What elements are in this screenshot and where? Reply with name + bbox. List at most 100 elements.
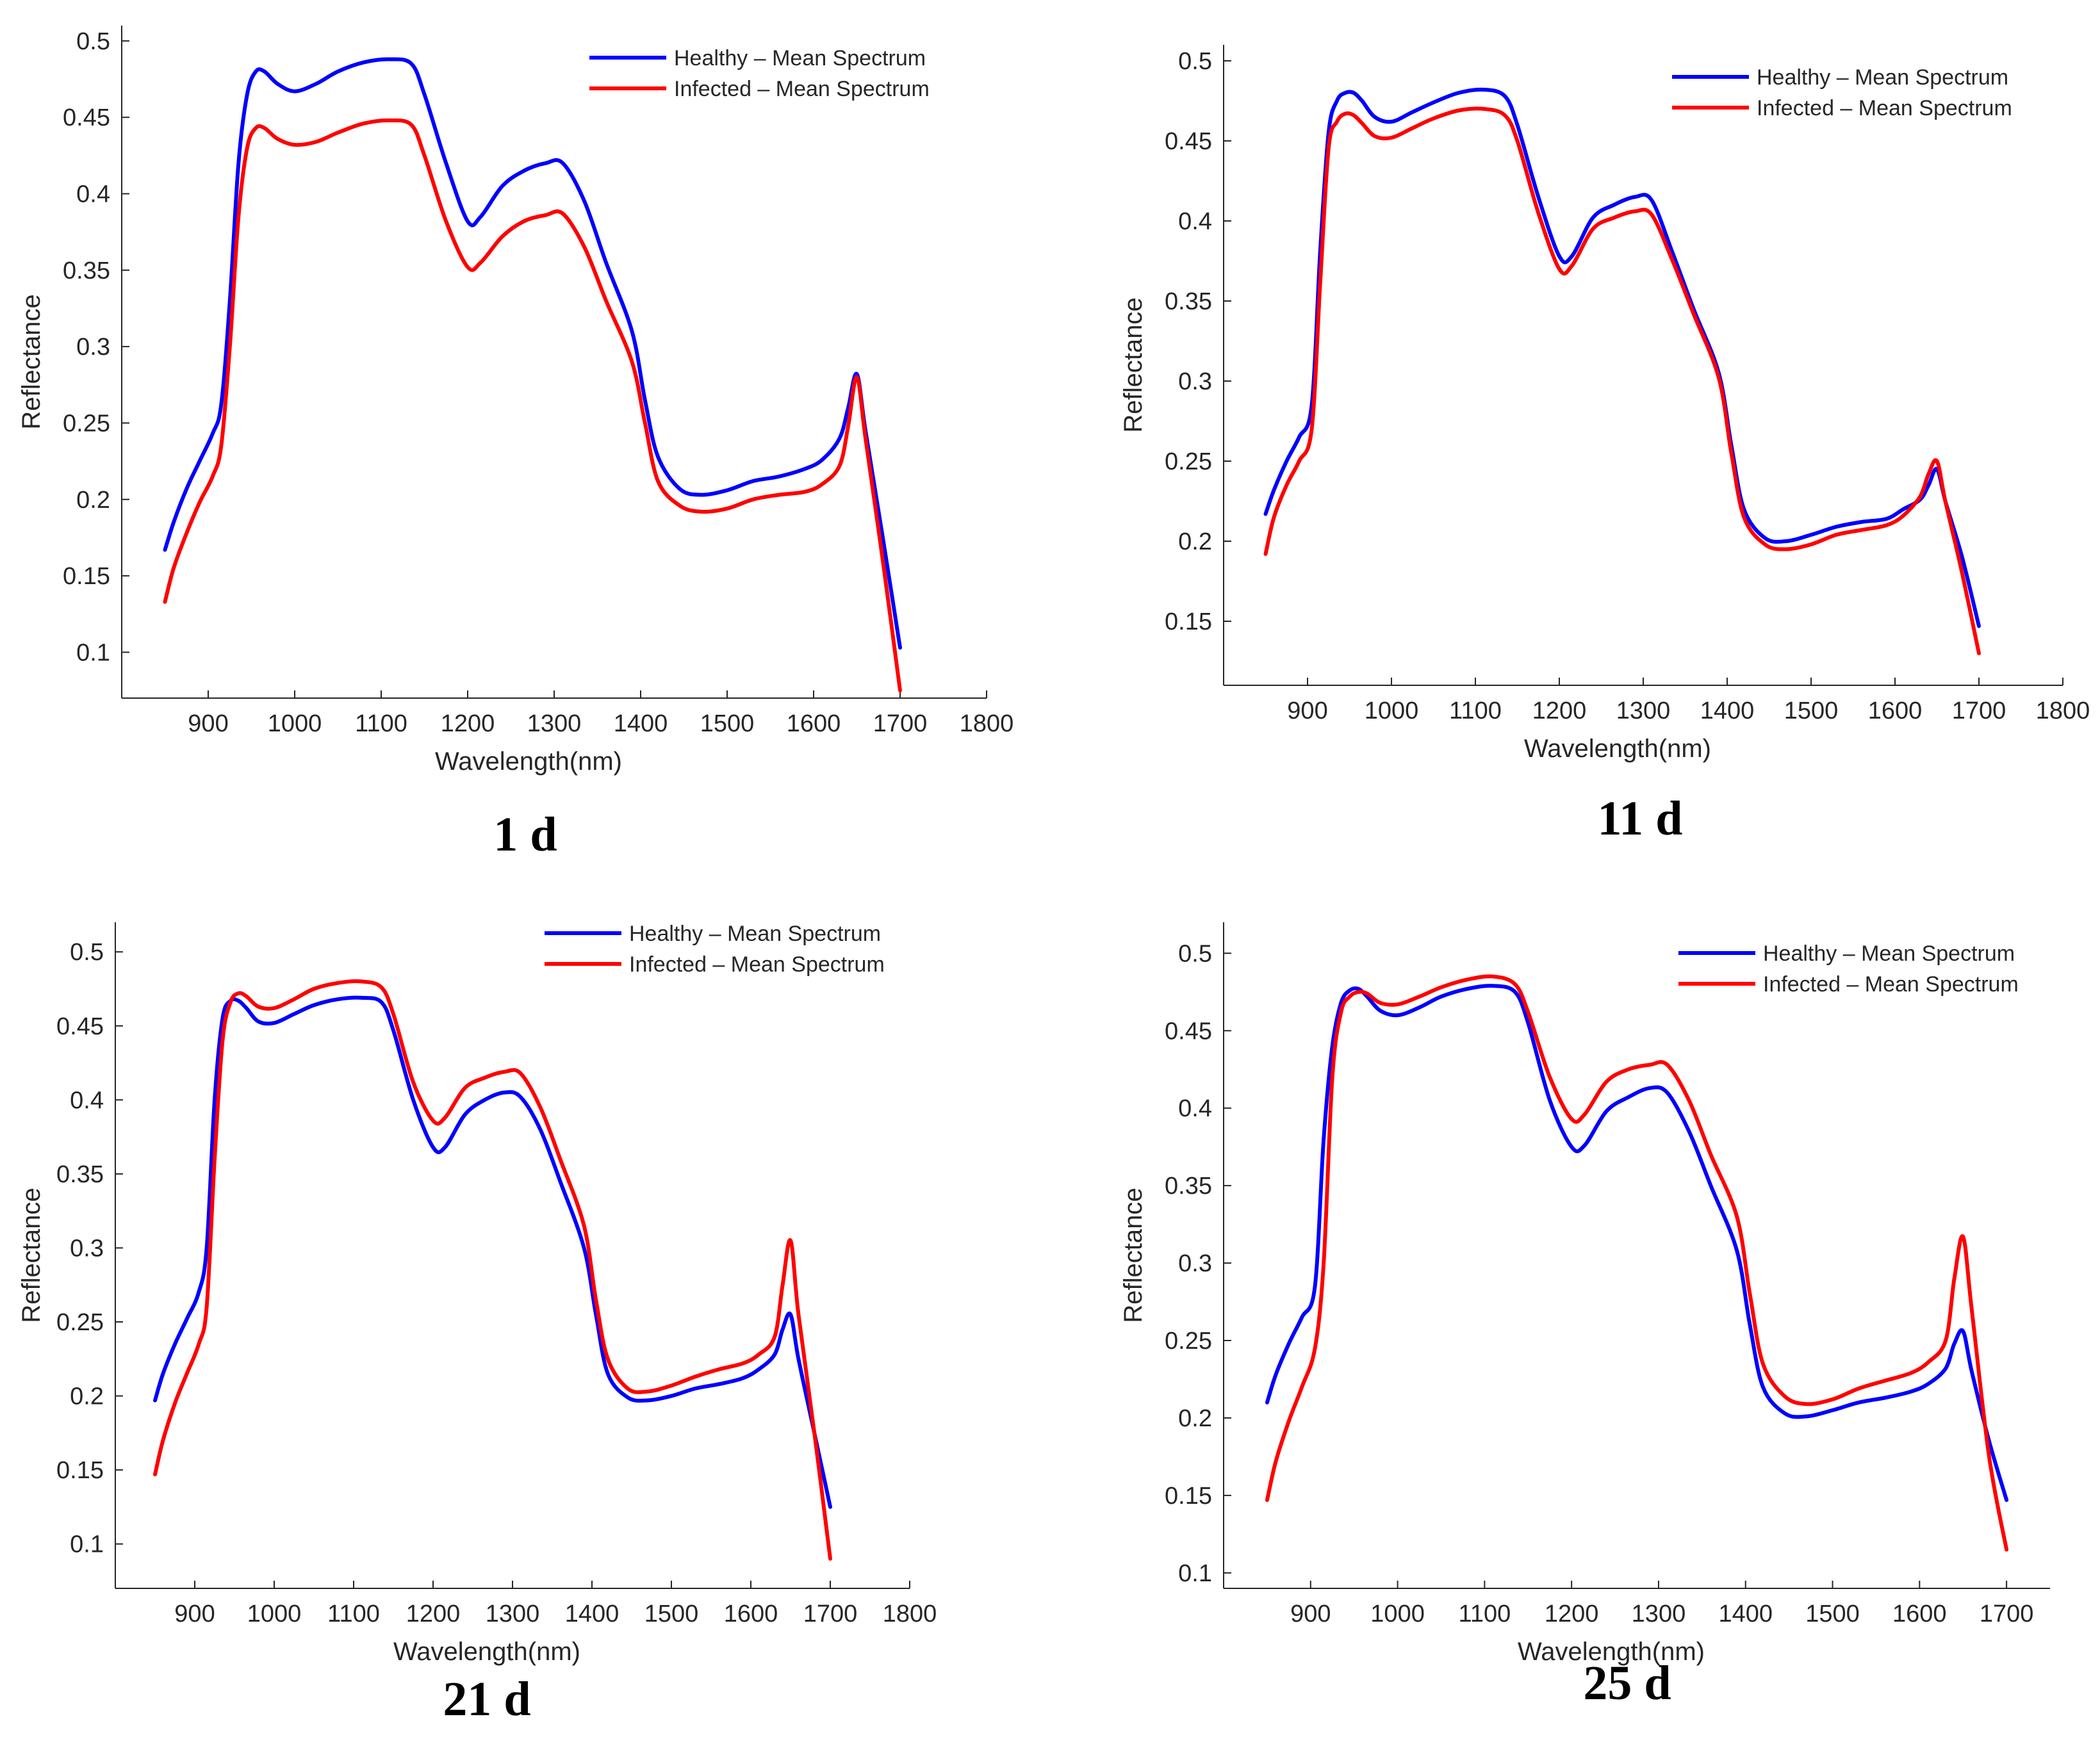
y-tick-label: 0.2 [76,487,110,514]
x-tick-label: 1800 [883,1601,937,1627]
y-tick-label: 0.5 [70,939,104,966]
legend-healthy-label: Healthy – Mean Spectrum [1757,65,2008,90]
y-tick-label: 0.45 [1165,128,1212,155]
y-tick-label: 0.25 [56,1309,104,1336]
spectrum-chart-21d: 900 1000 1100 1200 1300 1400 1500 1600 1700 1800 0… [17,922,937,1666]
x-axis-title: Wavelength(nm) [435,747,622,776]
x-tick-label: 1100 [1449,697,1502,724]
x-tick-label: 1700 [1980,1601,2034,1627]
spectrum-chart-1d: 900 1000 1100 1200 1300 1400 1500 1600 1700 1800 0… [17,26,1014,776]
y-tick-label: 0.1 [76,639,110,666]
x-tick-label: 1300 [1616,697,1671,724]
y-tick-label: 0.4 [70,1087,104,1114]
x-tick-label: 1300 [1632,1601,1686,1627]
y-tick-label: 0.1 [1178,1560,1212,1587]
x-tick-label: 1500 [700,710,755,737]
chart-panel-11d: 900 1000 1100 1200 1300 1400 1500 1600 1700 1800 0… [1102,0,2100,871]
caption-25d: 25 d [1583,1656,1671,1710]
y-tick-label: 0.25 [63,410,110,437]
spectrum-chart-25d: 900 1000 1100 1200 1300 1400 1500 1600 1700 0.1 0.… [1119,922,2050,1666]
y-tick-label: 0.5 [76,28,110,55]
x-tick-label: 1500 [1784,697,1839,724]
x-tick-label: 1300 [527,710,582,737]
x-tick-label: 1700 [873,710,928,737]
y-tick-label: 0.4 [1178,1095,1212,1122]
y-tick-label: 0.45 [63,104,110,131]
y-axis-title: Reflectance [17,1187,45,1323]
y-tick-label: 0.5 [1178,940,1212,967]
legend-healthy-label: Healthy – Mean Spectrum [629,922,881,946]
y-tick-label: 0.2 [70,1383,104,1410]
x-tick-label: 900 [174,1601,215,1627]
y-tick-label: 0.45 [56,1013,104,1040]
infected-series-line [1263,106,1981,655]
x-tick-label: 1500 [1805,1601,1860,1627]
y-tick-label: 0.35 [1165,1173,1212,1200]
y-tick-label: 0.1 [70,1531,104,1558]
healthy-series-line [1263,87,1981,628]
legend-infected-label: Infected – Mean Spectrum [1757,96,2012,120]
x-tick-label: 1200 [1545,1601,1599,1627]
x-tick-label: 1400 [1700,697,1755,724]
x-axis-title: Wavelength(nm) [1518,1638,1705,1666]
x-tick-label: 1400 [614,710,668,737]
x-tick-label: 1000 [268,710,322,737]
y-tick-label: 0.35 [63,257,110,284]
x-tick-label: 1800 [960,710,1014,737]
y-tick-label: 0.15 [56,1457,104,1484]
x-tick-label: 1700 [1952,697,2006,724]
y-axis-title: Reflectance [1119,297,1147,432]
y-tick-label: 0.3 [76,334,110,361]
y-axis-title: Reflectance [17,294,45,429]
x-tick-label: 1500 [644,1601,699,1627]
healthy-series-line [163,57,902,650]
y-tick-label: 0.15 [1165,1483,1212,1510]
x-tick-label: 1100 [327,1601,380,1627]
caption-1d: 1 d [493,808,557,861]
x-tick-label: 1600 [787,710,841,737]
x-tick-label: 1100 [355,710,407,737]
x-axis-title: Wavelength(nm) [393,1638,580,1666]
x-tick-label: 1200 [406,1601,461,1627]
x-tick-label: 900 [1287,697,1327,724]
legend-healthy-label: Healthy – Mean Spectrum [674,46,926,70]
legend-infected-label: Infected – Mean Spectrum [674,77,930,101]
x-tick-label: 1700 [803,1601,858,1627]
healthy-series-line [153,995,832,1509]
legend-infected-label: Infected – Mean Spectrum [1763,972,2019,997]
x-tick-label: 1300 [486,1601,540,1627]
x-tick-label: 1100 [1459,1601,1511,1627]
y-tick-label: 0.3 [1178,1250,1212,1277]
y-tick-label: 0.5 [1178,48,1212,75]
x-tick-label: 1600 [1868,697,1923,724]
infected-series-line [153,979,832,1561]
y-axis-title: Reflectance [1119,1187,1147,1323]
caption-21d: 21 d [443,1672,531,1726]
y-tick-label: 0.3 [1178,368,1212,395]
caption-11d: 11 d [1597,792,1683,845]
x-tick-label: 1000 [1365,697,1419,724]
y-tick-label: 0.25 [1165,1328,1212,1355]
legend-infected-label: Infected – Mean Spectrum [629,952,885,977]
x-axis-title: Wavelength(nm) [1524,735,1711,763]
x-tick-label: 1600 [1892,1601,1947,1627]
y-tick-label: 0.15 [63,563,110,590]
infected-series-line [1265,974,2009,1552]
x-tick-label: 1600 [724,1601,778,1627]
y-tick-label: 0.25 [1165,448,1212,475]
chart-panel-1d: 900 1000 1100 1200 1300 1400 1500 1600 1700 1800 0… [0,0,1038,871]
x-tick-label: 1200 [441,710,495,737]
healthy-series-line [1265,984,2009,1503]
x-tick-label: 1800 [2036,697,2090,724]
chart-panel-25d: 900 1000 1100 1200 1300 1400 1500 1600 1700 0.1 0.… [1102,884,2100,1744]
y-tick-label: 0.2 [1178,1405,1212,1432]
x-tick-label: 1000 [1370,1601,1425,1627]
y-tick-label: 0.45 [1165,1018,1212,1045]
y-tick-label: 0.15 [1165,608,1212,635]
y-tick-label: 0.3 [70,1235,104,1262]
y-tick-label: 0.4 [1178,208,1212,235]
x-tick-label: 1200 [1532,697,1587,724]
infected-series-line [163,118,902,693]
spectrum-chart-11d: 900 1000 1100 1200 1300 1400 1500 1600 1700 1800 0… [1119,45,2090,763]
x-tick-label: 1400 [565,1601,619,1627]
